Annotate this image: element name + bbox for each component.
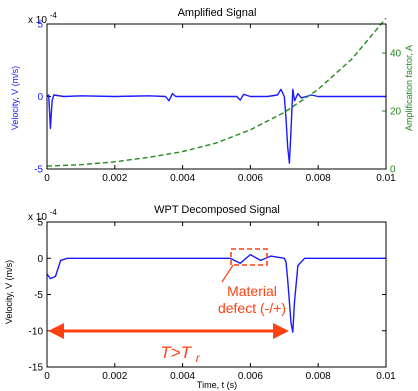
- plot-frame-bottom: [46, 221, 387, 368]
- threshold-arrow-right-head: [273, 323, 289, 339]
- x-tick-label: 0.008: [306, 371, 331, 382]
- threshold-arrow-left-head: [48, 323, 64, 339]
- x-axis-label-bottom: Time, t (s): [197, 380, 237, 390]
- x-tick-label: 0.01: [376, 371, 396, 382]
- x-tick-label: 0.004: [170, 173, 195, 184]
- wpt-decomposed-chart: WPT Decomposed Signal x 10 -4 -15 -10 -5 0 5…: [4, 204, 396, 390]
- chart-title-amplified-signal: Amplified Signal: [178, 7, 257, 19]
- y-tick-label-right: 0: [390, 165, 396, 176]
- threshold-label-main: T>T: [160, 343, 192, 362]
- y-axis-label-right: Amplification factor, A: [404, 45, 414, 131]
- velocity-line: [46, 88, 386, 164]
- plot-frame-top: [46, 23, 387, 170]
- scale-exponent: -4: [50, 11, 58, 20]
- defect-label-line1: Material: [227, 283, 277, 299]
- velocity-line: [46, 253, 386, 333]
- amplification-factor-line: [46, 17, 387, 167]
- y-tick-label: 0: [37, 92, 43, 103]
- threshold-label: T>T r: [160, 343, 200, 365]
- x-tick-label: 0.01: [376, 173, 396, 184]
- x-tick-label: 0.008: [306, 173, 331, 184]
- y-tick-label: -5: [34, 290, 43, 301]
- x-tick-label: 0.002: [102, 173, 127, 184]
- y-tick-label: -5: [34, 165, 43, 176]
- y-ticks-right-top: 0 20 40: [382, 49, 402, 176]
- x-tick-label: 0: [44, 371, 50, 382]
- y-tick-label: 0: [37, 254, 43, 265]
- x-tick-label: 0.004: [170, 371, 195, 382]
- x-ticks-top: 0 0.002 0.004 0.006 0.008 0.01: [44, 24, 396, 184]
- y-tick-label-right: 40: [390, 49, 402, 60]
- chart-title-wpt: WPT Decomposed Signal: [154, 204, 280, 216]
- y-tick-label: -10: [29, 326, 44, 337]
- scale-label: x 10: [28, 212, 47, 223]
- series-group-top: [46, 17, 387, 167]
- y-ticks-bottom: -15 -10 -5 0 5: [29, 218, 386, 374]
- defect-highlight-box: [230, 248, 268, 266]
- y-tick-label: 5: [37, 218, 43, 229]
- y-tick-label-right: 20: [390, 107, 402, 118]
- scale-label: x 10: [28, 15, 47, 26]
- defect-label-line2: defect (-/+): [218, 300, 286, 316]
- scale-exponent: -4: [50, 208, 58, 217]
- y-axis-label-bottom: Velocity, V (m/s): [4, 260, 14, 324]
- scale-factor-bottom: x 10 -4: [28, 208, 57, 223]
- x-tick-label: 0.006: [238, 371, 263, 382]
- defect-pointer-line: [221, 264, 234, 283]
- x-tick-label: 0.006: [238, 173, 263, 184]
- threshold-label-sub: r: [196, 351, 201, 365]
- scale-factor-top: x 10 -4: [28, 11, 57, 26]
- series-group-bottom: [46, 253, 386, 333]
- y-tick-label: 5: [37, 20, 43, 31]
- x-tick-label: 0: [44, 173, 50, 184]
- y-axis-label-top: Velocity, V (m/s): [10, 66, 20, 130]
- y-tick-label: -15: [29, 363, 44, 374]
- x-tick-label: 0.002: [102, 371, 127, 382]
